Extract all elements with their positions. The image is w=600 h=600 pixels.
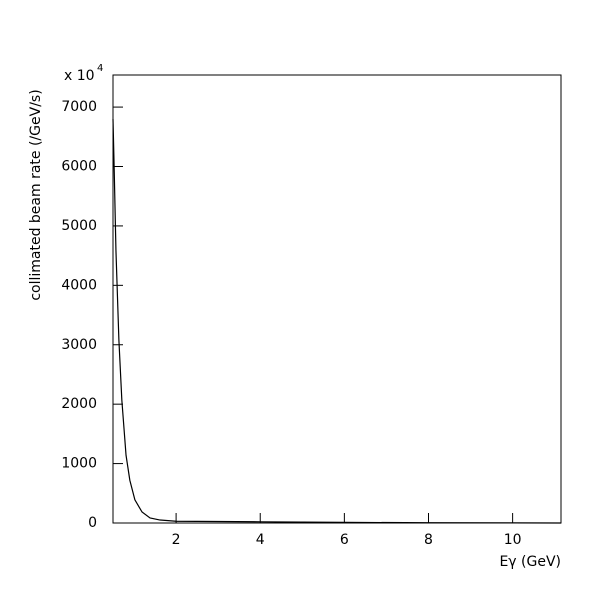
data-line bbox=[112, 118, 562, 524]
x-tick-label: 6 bbox=[340, 532, 349, 548]
y-tick-label: 2000 bbox=[61, 396, 97, 412]
x-tick-label: 10 bbox=[504, 532, 522, 548]
plot-frame bbox=[112, 74, 562, 524]
y-tick-label: 6000 bbox=[61, 159, 97, 175]
y-multiplier-exponent: 4 bbox=[97, 63, 103, 74]
y-multiplier: x 10 bbox=[64, 68, 95, 84]
y-tick-label: 3000 bbox=[61, 337, 97, 353]
x-axis-label: Eγ (GeV) bbox=[499, 554, 561, 570]
y-tick-label: 5000 bbox=[61, 218, 97, 234]
y-tick-label: 4000 bbox=[61, 277, 97, 293]
y-tick-label: 1000 bbox=[61, 456, 97, 472]
x-tick-label: 8 bbox=[424, 532, 433, 548]
y-tick-label: 0 bbox=[88, 515, 97, 531]
x-tick-label: 2 bbox=[172, 532, 181, 548]
y-axis-label: collimated beam rate (/GeV/s) bbox=[28, 89, 44, 300]
x-tick-label: 4 bbox=[256, 532, 265, 548]
y-tick-label: 7000 bbox=[61, 99, 97, 115]
